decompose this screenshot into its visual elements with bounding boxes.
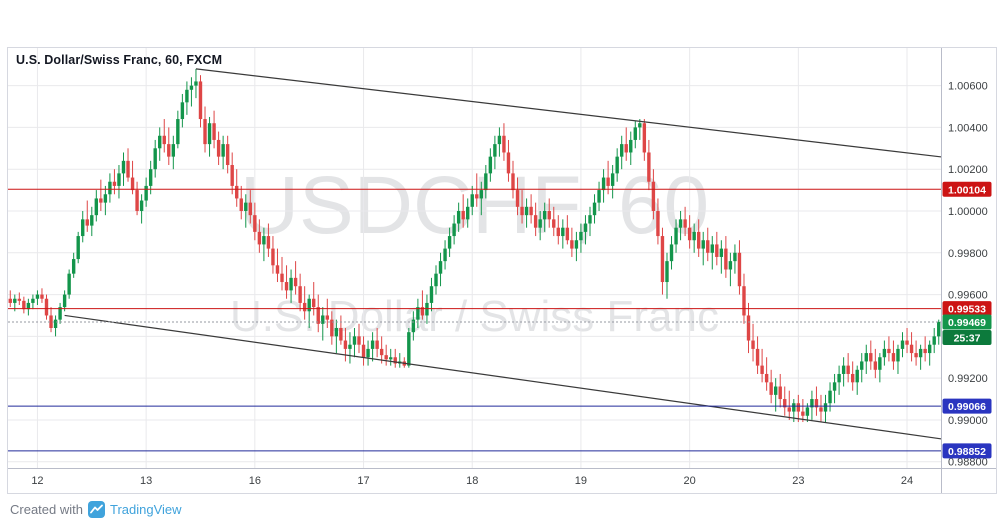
y-tick-label: 0.99800: [948, 248, 988, 260]
x-tick-label: 18: [466, 475, 478, 487]
price-level-badge-1.00104: [942, 181, 992, 197]
price-level-badge-0.99533: [942, 301, 992, 317]
svg-text:0.99066: 0.99066: [948, 401, 986, 413]
upper-descending-trendline[interactable]: [195, 68, 948, 159]
candlesticks: [8, 68, 941, 423]
x-tick-label: 24: [901, 475, 913, 487]
y-tick-label: 0.99200: [948, 373, 988, 385]
y-tick-label: 1.00600: [948, 81, 988, 93]
tradingview-logo-icon[interactable]: [87, 501, 105, 518]
tradingview-brand-link[interactable]: TradingView: [109, 502, 182, 517]
candlestick-chart[interactable]: 1.00600 1.00400 1.00200 1.00000 0.99800 0.996…: [8, 48, 996, 493]
x-tick-label: 23: [792, 475, 804, 487]
x-tick-label: 19: [575, 475, 587, 487]
y-tick-label: 0.99600: [948, 290, 988, 302]
x-tick-label: 13: [140, 475, 152, 487]
bar-countdown-badge: [942, 329, 992, 345]
price-axis[interactable]: 1.00600 1.00400 1.00200 1.00000 0.99800 0.996…: [941, 48, 997, 493]
x-tick-label: 16: [249, 475, 261, 487]
svg-text:0.98852: 0.98852: [948, 446, 986, 458]
svg-text:1.00104: 1.00104: [948, 184, 986, 196]
x-tick-label: 12: [31, 475, 43, 487]
price-lines[interactable]: [8, 188, 941, 452]
chart-widget: U.S. Dollar/Swiss Franc, 60, FXCM USDCHF…: [7, 47, 997, 494]
x-tick-label: 20: [684, 475, 696, 487]
lower-descending-trendline[interactable]: [64, 314, 948, 441]
chart-title: U.S. Dollar/Swiss Franc, 60, FXCM: [16, 53, 223, 67]
price-level-badge-0.99066: [942, 398, 992, 414]
y-tick-label: 1.00000: [948, 206, 988, 218]
y-tick-label: 1.00200: [948, 164, 988, 176]
current-price-badge: [942, 314, 992, 330]
price-level-badge-0.98852: [942, 443, 992, 459]
time-axis[interactable]: 12 13 16 17 18 19 20 23 24: [8, 468, 996, 488]
svg-text:0.99469: 0.99469: [948, 317, 986, 329]
footer: Created with TradingView: [10, 501, 182, 518]
y-tick-label: 1.00400: [948, 122, 988, 134]
y-tick-label: 0.99000: [948, 415, 988, 427]
y-tick-label: 0.98800: [948, 457, 988, 469]
svg-text:25:37: 25:37: [954, 332, 981, 344]
trend-lines[interactable]: [64, 68, 948, 441]
svg-text:0.99533: 0.99533: [948, 304, 986, 316]
x-tick-label: 17: [357, 475, 369, 487]
created-with-label: Created with: [10, 502, 83, 517]
grid-lines: [8, 48, 941, 468]
